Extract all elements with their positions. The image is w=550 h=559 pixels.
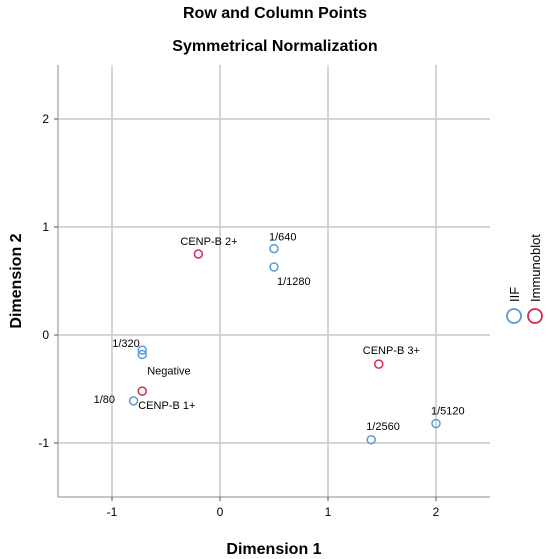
data-point <box>366 435 376 445</box>
legend-label: IIF <box>507 287 522 302</box>
y-tick-label: 0 <box>42 328 49 342</box>
y-tick-label: 2 <box>42 112 49 126</box>
point-label: CENP-B 2+ <box>180 236 237 248</box>
point-label: Negative <box>147 365 190 377</box>
point-label: CENP-B 1+ <box>138 400 195 412</box>
legend-marker <box>506 308 522 324</box>
legend-marker <box>527 308 543 324</box>
y-tick-label: 1 <box>42 220 49 234</box>
data-point <box>431 418 441 429</box>
data-point <box>137 349 147 360</box>
chart-subtitle: Symmetrical Normalization <box>172 38 378 55</box>
x-tick-label: 0 <box>217 505 224 519</box>
point-label: 1/5120 <box>431 406 465 418</box>
data-point <box>137 345 147 355</box>
x-tick-label: -1 <box>107 505 118 519</box>
legend-label: Immunoblot <box>528 234 543 302</box>
y-tick-label: -1 <box>38 436 49 450</box>
point-label: 1/80 <box>94 394 115 406</box>
data-point <box>269 262 279 272</box>
data-point <box>128 396 139 406</box>
data-point <box>269 243 279 254</box>
point-label: 1/2560 <box>366 421 400 433</box>
data-point <box>137 386 147 396</box>
x-tick-label: 1 <box>325 505 332 519</box>
chart-title: Row and Column Points <box>183 5 367 22</box>
point-label: CENP-B 3+ <box>363 345 420 357</box>
data-point <box>374 359 384 369</box>
point-label: 1/320 <box>112 338 140 350</box>
x-axis-title: Dimension 1 <box>226 541 321 558</box>
y-axis-title: Dimension 2 <box>8 233 25 328</box>
plot-area <box>58 65 490 497</box>
x-tick-label: 2 <box>433 505 440 519</box>
data-point <box>193 249 204 259</box>
point-label: 1/1280 <box>277 276 311 288</box>
point-label: 1/640 <box>269 232 297 244</box>
